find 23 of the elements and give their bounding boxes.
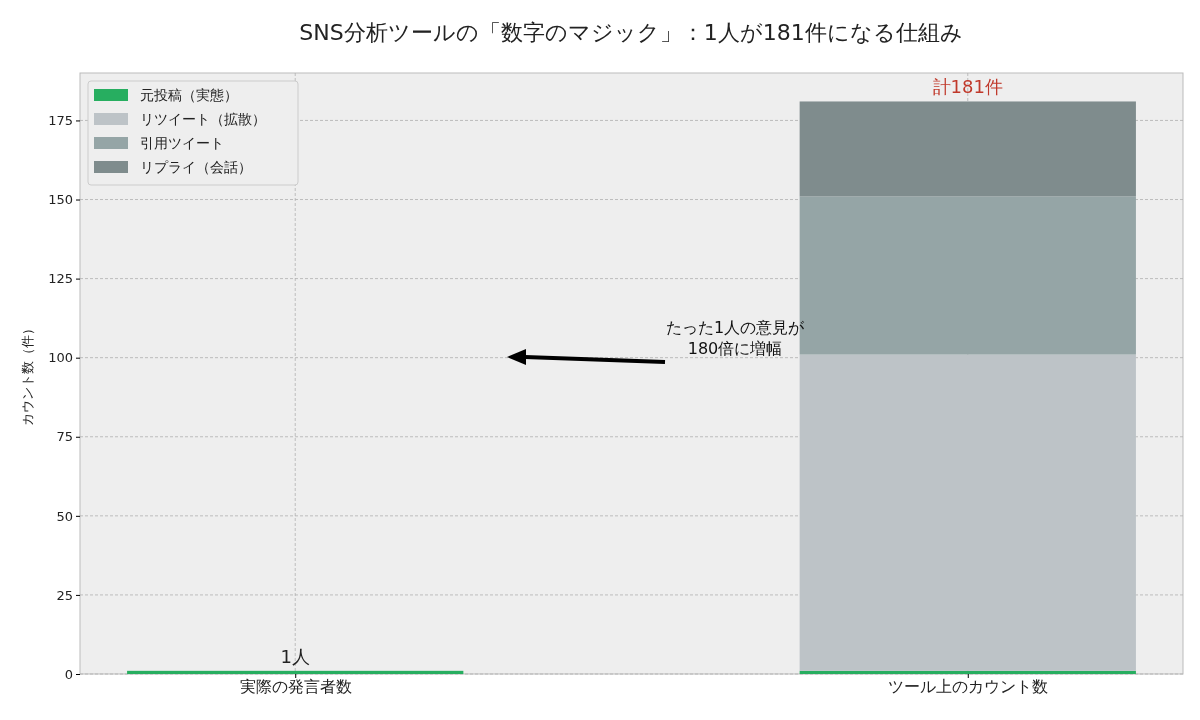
y-axis-title: カウント数（件）: [20, 321, 35, 426]
y-tick-label: 0: [64, 666, 73, 682]
y-tick-label: 50: [56, 508, 73, 524]
y-tick-label: 75: [56, 429, 73, 445]
y-tick-label: 25: [56, 587, 73, 603]
bar: [799, 670, 1136, 674]
legend-label: 元投稿（実態）: [140, 87, 238, 103]
legend-label: リツイート（拡散）: [140, 111, 266, 127]
legend-label: 引用ツイート: [140, 135, 224, 151]
y-tick-label: 100: [48, 350, 73, 366]
x-tick-label: 実際の発言者数: [239, 677, 352, 697]
bar: [799, 101, 1136, 197]
y-tick-label: 175: [48, 113, 73, 129]
total-label: 計181件: [932, 76, 1003, 98]
y-tick-label: 150: [48, 192, 73, 208]
bar: [799, 354, 1136, 671]
chart-title: SNS分析ツールの「数字のマジック」：1人が181件になる仕組み: [299, 20, 963, 45]
x-tick-label: ツール上のカウント数: [888, 677, 1049, 697]
total-label: 1人: [280, 645, 310, 667]
bar: [127, 670, 464, 674]
legend-label: リプライ（会話）: [140, 159, 252, 175]
annotation: たった1人の意見が 180倍に増幅: [665, 318, 806, 358]
y-tick-label: 125: [48, 271, 73, 287]
